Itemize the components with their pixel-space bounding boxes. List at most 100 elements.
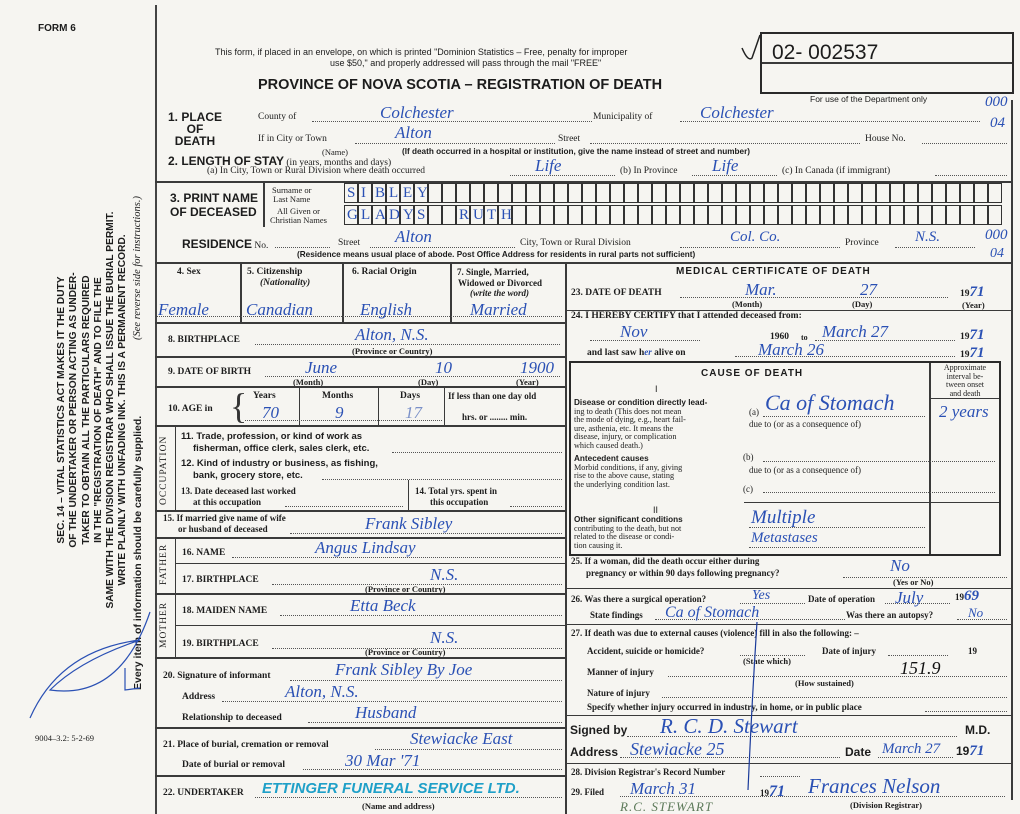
house-no-field-line[interactable]: [922, 143, 1007, 144]
letter-box[interactable]: [652, 183, 666, 203]
letter-box[interactable]: [918, 205, 932, 225]
findings-line[interactable]: [655, 619, 845, 620]
informant-address[interactable]: Alton, N.S.: [285, 682, 359, 701]
letter-box[interactable]: [456, 183, 470, 203]
informant-signature-line[interactable]: [290, 680, 562, 681]
residence-province-value[interactable]: N.S.: [915, 229, 941, 245]
street-field-line[interactable]: [590, 143, 860, 144]
mother-maiden-line[interactable]: [280, 615, 562, 616]
stay-province-value[interactable]: Life: [712, 156, 739, 175]
age-months-value[interactable]: 9: [335, 403, 344, 422]
cause-a-value[interactable]: Ca of Stomach: [765, 390, 895, 415]
to-year-value[interactable]: 71: [969, 327, 985, 343]
operation-year-value[interactable]: 69: [964, 588, 979, 604]
letter-box[interactable]: [624, 205, 638, 225]
letter-box[interactable]: [666, 183, 680, 203]
letter-box[interactable]: [568, 183, 582, 203]
letter-box[interactable]: [918, 183, 932, 203]
letter-box[interactable]: [876, 205, 890, 225]
death-year-value[interactable]: 71: [969, 284, 985, 300]
other-conditions-value[interactable]: Multiple: [751, 507, 816, 528]
letter-box[interactable]: [946, 183, 960, 203]
attended-from-value[interactable]: Nov: [620, 322, 648, 341]
birth-day-value[interactable]: 10: [435, 358, 452, 377]
manner-line[interactable]: [668, 676, 1007, 677]
attended-to-value[interactable]: March 27: [822, 322, 888, 341]
letter-box[interactable]: [988, 205, 1002, 225]
letter-box[interactable]: [666, 205, 680, 225]
letter-box[interactable]: [862, 205, 876, 225]
letter-box[interactable]: [834, 183, 848, 203]
filed-year-value[interactable]: 71: [769, 783, 785, 800]
citizenship-value[interactable]: Canadian: [246, 300, 314, 319]
operation-date-line[interactable]: [885, 603, 950, 604]
letter-box[interactable]: [596, 183, 610, 203]
letter-box[interactable]: [610, 183, 624, 203]
letter-box[interactable]: [792, 183, 806, 203]
letter-box[interactable]: [890, 183, 904, 203]
informant-address-line[interactable]: [222, 701, 562, 702]
attended-to-line[interactable]: [815, 340, 955, 341]
letter-box[interactable]: [806, 183, 820, 203]
letter-box[interactable]: [904, 205, 918, 225]
letter-box[interactable]: [680, 183, 694, 203]
birthplace-value[interactable]: Alton, N.S.: [355, 325, 429, 344]
letter-box[interactable]: [904, 183, 918, 203]
letter-box[interactable]: H: [498, 205, 512, 225]
death-day-value[interactable]: 27: [860, 280, 877, 299]
letter-box[interactable]: R: [456, 205, 470, 225]
signed-by-line[interactable]: [627, 736, 957, 737]
residence-city-line[interactable]: [680, 247, 840, 248]
autopsy-line[interactable]: [957, 619, 1007, 620]
marital-status-value[interactable]: Married: [470, 300, 527, 319]
stay-province-line[interactable]: [692, 175, 777, 176]
letter-box[interactable]: [736, 183, 750, 203]
municipality-field-line[interactable]: [680, 121, 980, 122]
letter-box[interactable]: [596, 205, 610, 225]
letter-box[interactable]: U: [470, 205, 484, 225]
injury-date-line[interactable]: [888, 655, 948, 656]
letter-box[interactable]: [694, 183, 708, 203]
father-birthplace-line[interactable]: [272, 584, 562, 585]
years-occupation-line[interactable]: [510, 506, 562, 507]
letter-box[interactable]: [442, 183, 456, 203]
spouse-line[interactable]: [290, 533, 562, 534]
residence-province-line[interactable]: [895, 247, 975, 248]
physician-address[interactable]: Stewiacke 25: [630, 739, 725, 759]
letter-box[interactable]: [442, 205, 456, 225]
letter-box[interactable]: G: [344, 205, 358, 225]
letter-box[interactable]: [862, 183, 876, 203]
industry-line[interactable]: [322, 479, 562, 480]
letter-box[interactable]: [694, 205, 708, 225]
letter-box[interactable]: [750, 183, 764, 203]
letter-box[interactable]: T: [484, 205, 498, 225]
spouse-value[interactable]: Frank Sibley: [365, 514, 453, 533]
other-conditions-value[interactable]: Metastases: [751, 530, 818, 546]
birthplace-line[interactable]: [255, 344, 560, 345]
county-field-line[interactable]: [312, 121, 592, 122]
letter-box[interactable]: [554, 205, 568, 225]
date-of-death-line[interactable]: [680, 297, 948, 298]
record-number-line[interactable]: [760, 776, 800, 777]
trade-line[interactable]: [392, 452, 562, 453]
accident-line[interactable]: [740, 655, 805, 656]
letter-box[interactable]: [512, 205, 526, 225]
letter-box[interactable]: L: [358, 205, 372, 225]
letter-box[interactable]: [974, 183, 988, 203]
mother-maiden-value[interactable]: Etta Beck: [350, 596, 416, 615]
relationship-line[interactable]: [308, 722, 562, 723]
last-saw-line[interactable]: [735, 356, 955, 357]
letter-box[interactable]: [960, 183, 974, 203]
letter-box[interactable]: [820, 183, 834, 203]
nature-line[interactable]: [662, 697, 1007, 698]
operation-date-value[interactable]: July: [895, 588, 924, 607]
letter-box[interactable]: [932, 183, 946, 203]
birth-year-value[interactable]: 1900: [520, 358, 554, 377]
cause-c-line[interactable]: [763, 492, 995, 493]
informant-signature[interactable]: Frank Sibley By Joe: [335, 660, 473, 679]
other-conditions-line[interactable]: [749, 547, 925, 548]
letter-box[interactable]: [764, 205, 778, 225]
letter-box[interactable]: B: [372, 183, 386, 203]
letter-box[interactable]: [540, 205, 554, 225]
letter-box[interactable]: [778, 183, 792, 203]
